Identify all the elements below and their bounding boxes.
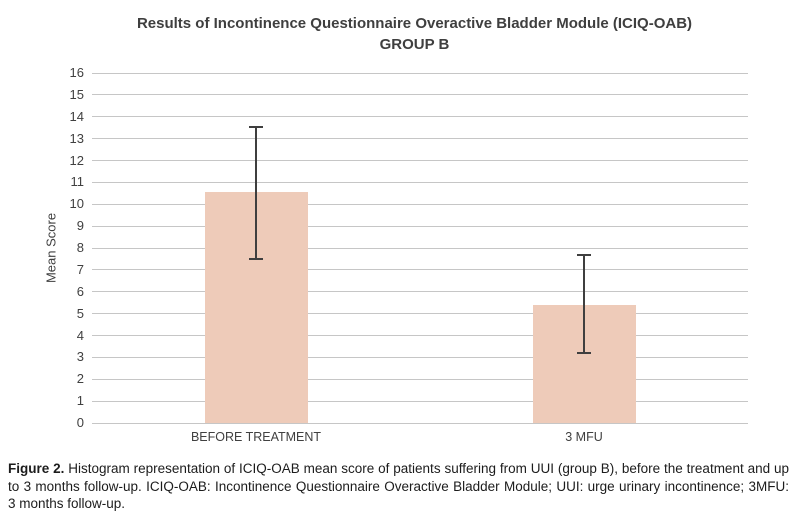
figure-chart: Results of Incontinence Questionnaire Ov…: [0, 13, 799, 450]
chart-title: Results of Incontinence Questionnaire Ov…: [30, 13, 799, 55]
error-bar-cap: [249, 125, 263, 128]
gridline: [92, 138, 748, 140]
error-bar-line: [583, 254, 585, 353]
gridline: [92, 356, 748, 358]
error-bar-line: [255, 126, 257, 259]
y-tick-labels: 0 1 2 3 4 5 6 7 8 9 10 11 12 13 14 15 16: [0, 65, 85, 430]
gridline: [92, 160, 748, 161]
y-tick-label: 7: [76, 261, 84, 277]
x-tick-label: BEFORE TREATMENT: [190, 430, 322, 444]
gridline: [92, 225, 748, 227]
gridline: [92, 269, 748, 271]
y-tick-label: 6: [76, 283, 84, 299]
plot-area: [92, 72, 748, 424]
y-tick-label: 11: [70, 174, 85, 190]
x-tick-label: 3 MFU: [565, 430, 603, 444]
gridline: [92, 313, 748, 315]
error-bar-cap: [249, 257, 263, 260]
y-tick-label: 16: [69, 65, 84, 80]
y-tick-label: 1: [76, 393, 84, 409]
figure-caption-label: Figure 2.: [8, 461, 65, 476]
gridline: [92, 247, 748, 249]
chart-title-line2: GROUP B: [379, 36, 450, 53]
y-tick-label: 12: [69, 152, 84, 168]
gridline: [92, 203, 748, 205]
gridline: [92, 400, 748, 402]
y-tick-label: 8: [76, 240, 84, 255]
y-tick-label: 14: [69, 108, 84, 124]
y-tick-label: 10: [69, 196, 84, 212]
gridline: [92, 116, 748, 118]
figure-caption-text: Histogram representation of ICIQ-OAB mea…: [8, 461, 789, 511]
gridline: [92, 335, 748, 336]
figure-caption: Figure 2. Histogram representation of IC…: [8, 460, 789, 513]
y-tick-label: 3: [76, 349, 84, 365]
gridline: [92, 181, 748, 183]
y-tick-label: 13: [69, 130, 84, 146]
y-tick-label: 9: [76, 218, 84, 234]
error-bar-cap: [577, 352, 591, 354]
x-tick-labels: BEFORE TREATMENT 3 MFU: [92, 430, 748, 450]
gridline: [92, 94, 748, 96]
y-tick-label: 5: [76, 305, 84, 321]
gridline: [92, 72, 748, 74]
gridline: [92, 291, 748, 293]
chart-title-line1: Results of Incontinence Questionnaire Ov…: [136, 15, 693, 32]
gridline: [92, 378, 748, 380]
error-bar-cap: [577, 253, 591, 256]
y-tick-label: 2: [76, 371, 84, 387]
y-tick-label: 15: [69, 86, 84, 102]
gridline: [92, 422, 748, 424]
y-tick-label: 4: [76, 327, 84, 343]
y-tick-label: 0: [76, 415, 84, 430]
